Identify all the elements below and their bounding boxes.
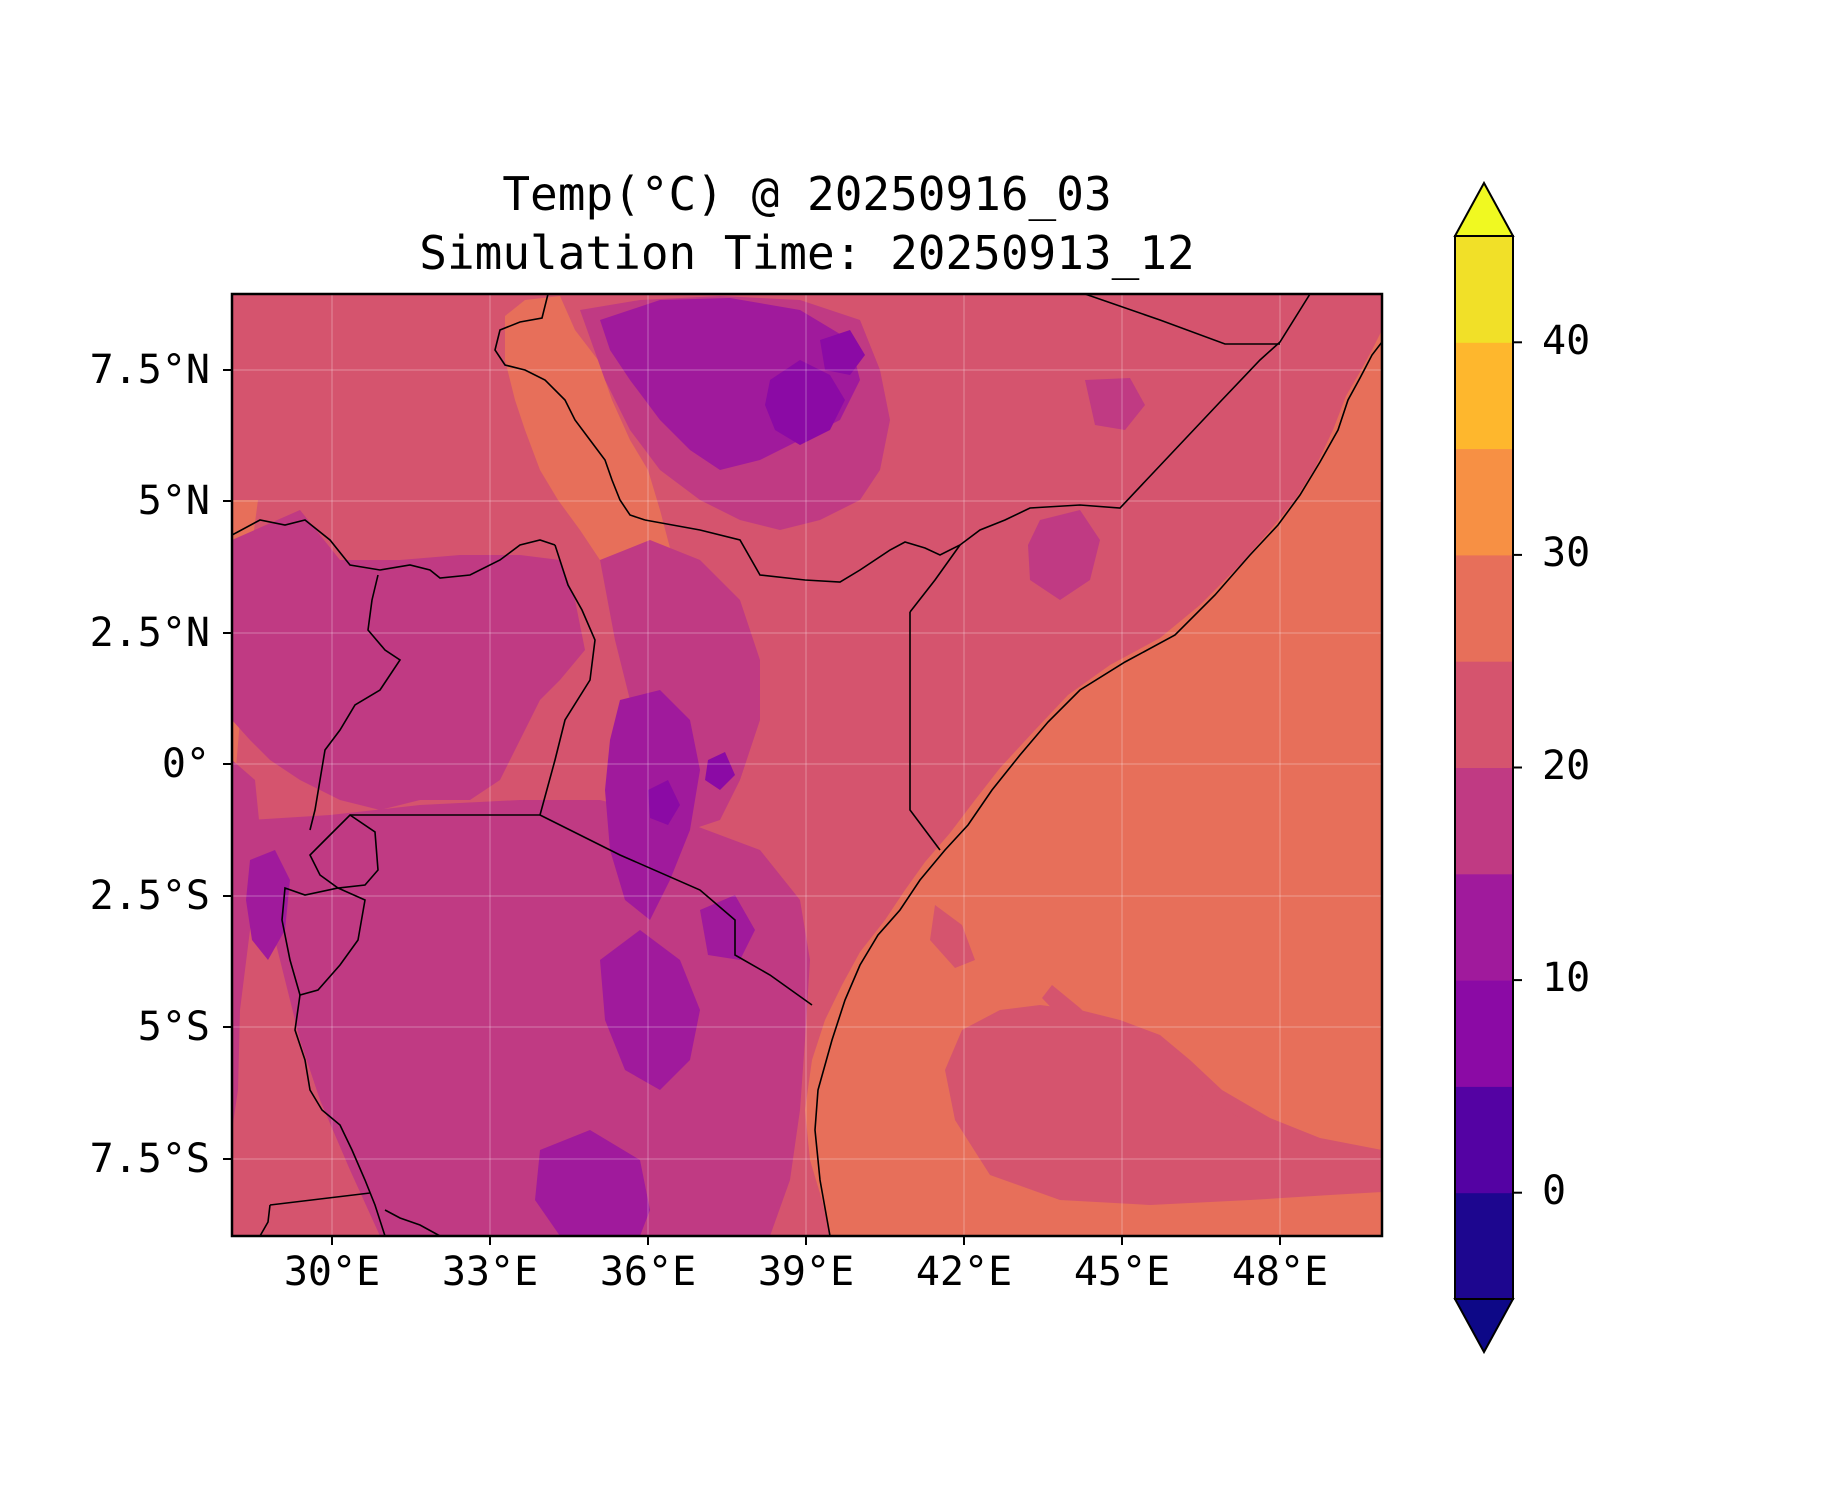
lat-tick-label-5N: 5°N [137,478,210,524]
lat-tick-label-2.5N: 2.5°N [89,610,210,656]
border-kenya-somalia [909,612,941,851]
lon-tick-label-30E: 30°E [283,1249,381,1295]
ocean-cool-streak-1 [1042,985,1112,1050]
lon-tick-label-45E: 45°E [1073,1249,1171,1295]
colorbar-segment [1455,980,1513,1087]
somali-cool-patch [1028,510,1100,600]
colorbar-segment [1455,873,1513,981]
ethiopia-cold-core-2 [820,330,865,375]
axis-ticks [223,369,1281,1245]
colorbar-segment [1455,1192,1513,1300]
colorbar-tick-label-0: 0 [1542,1168,1567,1214]
lat-tick-label-5S: 5°S [137,1004,210,1050]
colorbar-segment [1455,342,1513,450]
coastline [814,341,1382,1236]
tanzania-cold-core [705,752,735,790]
lon-tick-label-48E: 48°E [1231,1249,1329,1295]
lon-tick-label-42E: 42°E [915,1249,1013,1295]
southern-highland-cold [535,1130,650,1236]
colorbar-segment [1455,554,1513,662]
lat-tick-label-2.5S: 2.5°S [89,873,210,919]
lat-tick-label-0: 0° [161,741,210,787]
border-kenya-uganda [539,544,596,816]
rwanda-highland-cold [246,850,290,960]
colorbar-tick-label-10: 10 [1542,955,1591,1001]
ocean-cool-streak-3 [930,905,975,968]
colorbar [1453,180,1522,1355]
border-ethiopia-somalia-north [1084,294,1280,345]
colorbar-tick-label-40: 40 [1542,318,1591,364]
map-gridlines [232,294,1382,1236]
colorbar-tick-label-30: 30 [1542,530,1591,576]
colorbar-under-extension [1453,1298,1515,1355]
colorbar-segment [1455,767,1513,875]
uganda-cool-region [232,510,585,810]
ocean-cool-streak-2 [1185,1092,1280,1158]
border-kenya-tanzania [539,814,813,1006]
lon-tick-label-33E: 33°E [441,1249,539,1295]
border-southern [269,1192,371,1206]
lat-tick-label-7.5N: 7.5°N [89,347,210,393]
tanzania-highland-cold [600,930,700,1090]
border-somalia-ethiopia-west [909,544,961,613]
lon-tick-label-39E: 39°E [757,1249,855,1295]
country-borders [232,294,1382,1236]
kenya-west-cold [700,895,755,960]
ocean-cool-patch-south [945,1005,1382,1205]
colorbar-segment [1455,661,1513,768]
border-zambia-tz [259,1204,271,1236]
lat-tick-label-7.5S: 7.5°S [89,1136,210,1182]
border-uganda-south-sudan [232,519,556,579]
ethiopia-east-cool-patch [1085,378,1145,430]
border-kenya-ethiopia [644,294,1311,583]
colorbar-segment [1455,236,1513,343]
plot-title-line-1: Temp(°C) @ 20250916_03 [502,167,1112,221]
border-burundi [281,886,366,996]
lon-tick-label-36E: 36°E [599,1249,697,1295]
western-lowland-cool [232,760,262,1130]
border-tanganyika-west [294,994,386,1236]
ethiopia-coldest-core [765,360,845,445]
colorbar-tick-label-20: 20 [1542,743,1591,789]
border-malawi-tz [384,1209,441,1236]
kenya-cold-core [648,780,680,825]
tanzania-cool-region [250,800,810,1236]
colorbar-segment [1455,1086,1513,1194]
border-uganda-drc [309,574,402,831]
plot-title-line-2: Simulation Time: 20250913_12 [419,226,1195,280]
border-south-sudan-ethiopia [494,294,646,521]
ocean-warm-region [805,330,1382,1236]
colorbar-over-extension [1453,180,1515,237]
colorbar-segment [1455,448,1513,556]
